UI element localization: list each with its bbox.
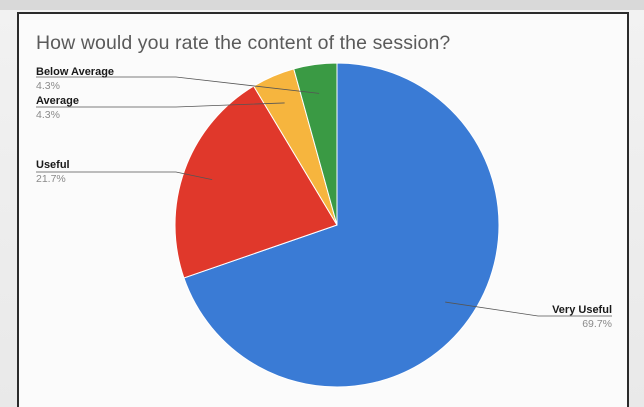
chart-title: How would you rate the content of the se…	[36, 32, 451, 54]
top-strip	[0, 0, 644, 10]
label-below-average-percent: 4.3%	[36, 80, 60, 92]
leader-line-below-average	[36, 76, 320, 94]
label-very-useful-name: Very Useful	[552, 304, 612, 316]
pie-slice-useful	[174, 85, 338, 279]
label-average-name: Average	[36, 95, 79, 107]
pie-slice-below-average	[293, 62, 338, 226]
leader-line-average	[36, 102, 285, 108]
label-very-useful-percent: 69.7%	[582, 318, 612, 330]
label-below-average-name: Below Average	[36, 66, 114, 78]
pie-slice-very-useful	[183, 62, 500, 388]
label-useful-percent: 21.7%	[36, 173, 66, 185]
label-useful-name: Useful	[36, 159, 70, 171]
leader-line-very-useful	[445, 301, 612, 317]
label-average-percent: 4.3%	[36, 109, 60, 121]
leader-line-useful	[36, 171, 213, 181]
